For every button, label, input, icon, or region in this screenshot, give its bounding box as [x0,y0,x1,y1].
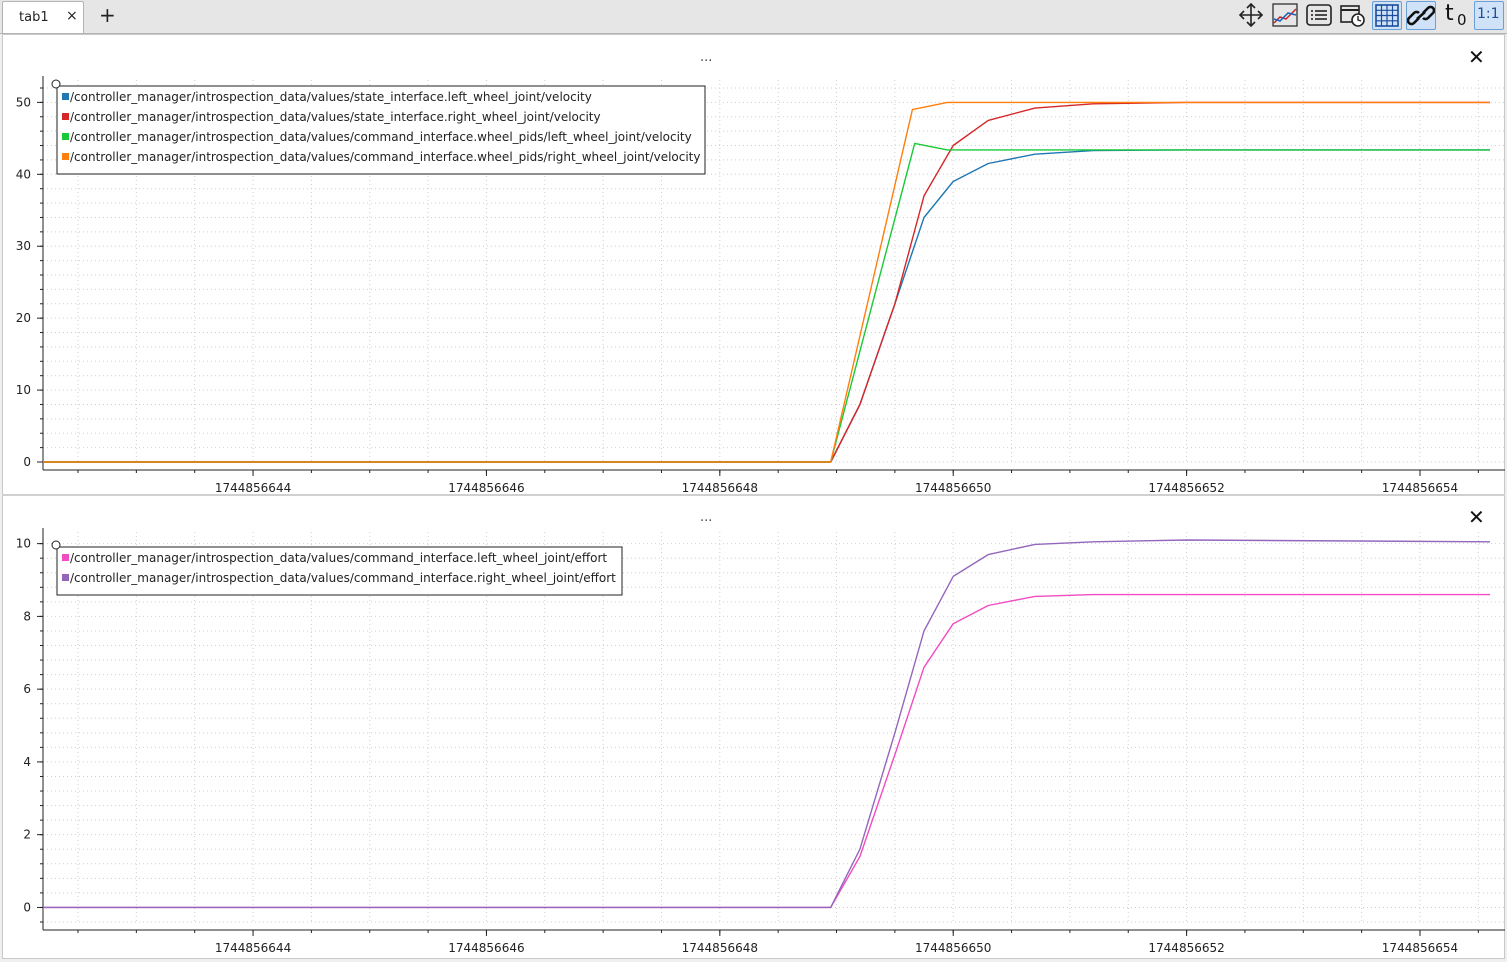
add-tab-button[interactable]: + [99,3,116,27]
legend-swatch [62,574,69,581]
x-tick-label: 1744856644 [215,941,291,955]
list-icon[interactable] [1304,1,1334,30]
legend-box [56,85,706,175]
x-tick-label: 1744856650 [915,481,991,494]
legend-swatch [62,554,69,561]
velocity-chart[interactable]: 0 10 20 30 40 50 1744856644 1744856646 174485664… [0,38,1507,495]
x-tick-label: 1744856644 [215,481,291,494]
link-icon[interactable] [1406,1,1436,30]
plot-panel-2: ... ✕ 0 2 4 6 8 10 1744856644 1744856646 1744856… [0,498,1507,958]
legend-handle [51,540,61,550]
legend-handle [51,79,61,89]
y-tick-label: 10 [16,383,31,397]
legend-swatch [62,133,69,140]
tab-bar: tab1 × + [0,0,1507,34]
legend-swatch [62,153,69,160]
t0-subscript: 0 [1457,11,1467,29]
x-tick-label: 1744856654 [1382,941,1458,955]
x-tick-label: 1744856648 [682,481,758,494]
y-tick-label: 2 [23,828,31,842]
ratio-label: 1:1 [1477,6,1500,22]
y-tick-label: 10 [16,537,31,551]
y-tick-label: 8 [23,609,31,623]
legend-box [56,546,623,596]
legend-label: /controller_manager/introspection_data/v… [70,571,616,585]
series-line-0 [43,593,1490,909]
y-tick-label: 0 [23,900,31,914]
x-tick-label: 1744856652 [1148,941,1224,955]
panel-title: ... [700,510,713,525]
t0-label: t [1445,1,1454,26]
grid-icon[interactable] [1372,1,1402,30]
plot-area [2,34,1505,959]
legend: /controller_manager/introspection_data/v… [51,79,706,175]
y-tick-label: 50 [16,95,31,109]
calendar-clock-icon[interactable] [1338,1,1368,30]
x-tick-label: 1744856646 [448,481,524,494]
legend-swatch [62,93,69,100]
legend-swatch [62,113,69,120]
panel-title: ... [700,50,713,65]
series-line-3 [43,101,1490,463]
y-tick-label: 0 [23,455,31,469]
legend-label: /controller_manager/introspection_data/v… [70,551,607,565]
y-tick-label: 20 [16,311,31,325]
effort-chart[interactable]: 0 2 4 6 8 10 1744856644 1744856646 1744856648 174… [0,498,1507,958]
panel-splitter[interactable] [2,494,1505,496]
x-tick-label: 1744856654 [1382,481,1458,494]
legend-label: /controller_manager/introspection_data/v… [70,90,592,104]
series-line-1 [43,539,1491,909]
y-tick-label: 4 [23,755,31,769]
grid [43,532,1505,923]
x-tick-label: 1744856648 [682,941,758,955]
close-panel-icon[interactable]: ✕ [1468,505,1485,529]
one-to-one-icon[interactable]: 1:1 [1474,1,1504,30]
plot-panel-1: ... ✕ 0 10 20 30 40 50 1744856644 1744856646 174… [0,38,1507,495]
legend-label: /controller_manager/introspection_data/v… [70,110,601,124]
t0-icon[interactable]: t 0 [1440,1,1470,30]
y-tick-label: 6 [23,682,31,696]
move-icon[interactable] [1236,1,1266,30]
tab-label: tab1 [19,10,49,25]
y-tick-label: 40 [16,167,31,181]
series-line-1 [43,101,1490,463]
x-tick-label: 1744856646 [448,941,524,955]
close-panel-icon[interactable]: ✕ [1468,45,1485,69]
tab-close-icon[interactable]: × [66,8,78,24]
legend-label: /controller_manager/introspection_data/v… [70,150,701,164]
series-line-0 [43,149,1490,463]
series-line-2 [43,142,1490,463]
y-tick-label: 30 [16,239,31,253]
split-plot-icon[interactable] [1270,1,1300,30]
x-tick-label: 1744856650 [915,941,991,955]
legend: /controller_manager/introspection_data/v… [51,540,623,596]
tab-tab1[interactable]: tab1 × [2,1,84,33]
x-tick-label: 1744856652 [1148,481,1224,494]
legend-label: /controller_manager/introspection_data/v… [70,130,692,144]
